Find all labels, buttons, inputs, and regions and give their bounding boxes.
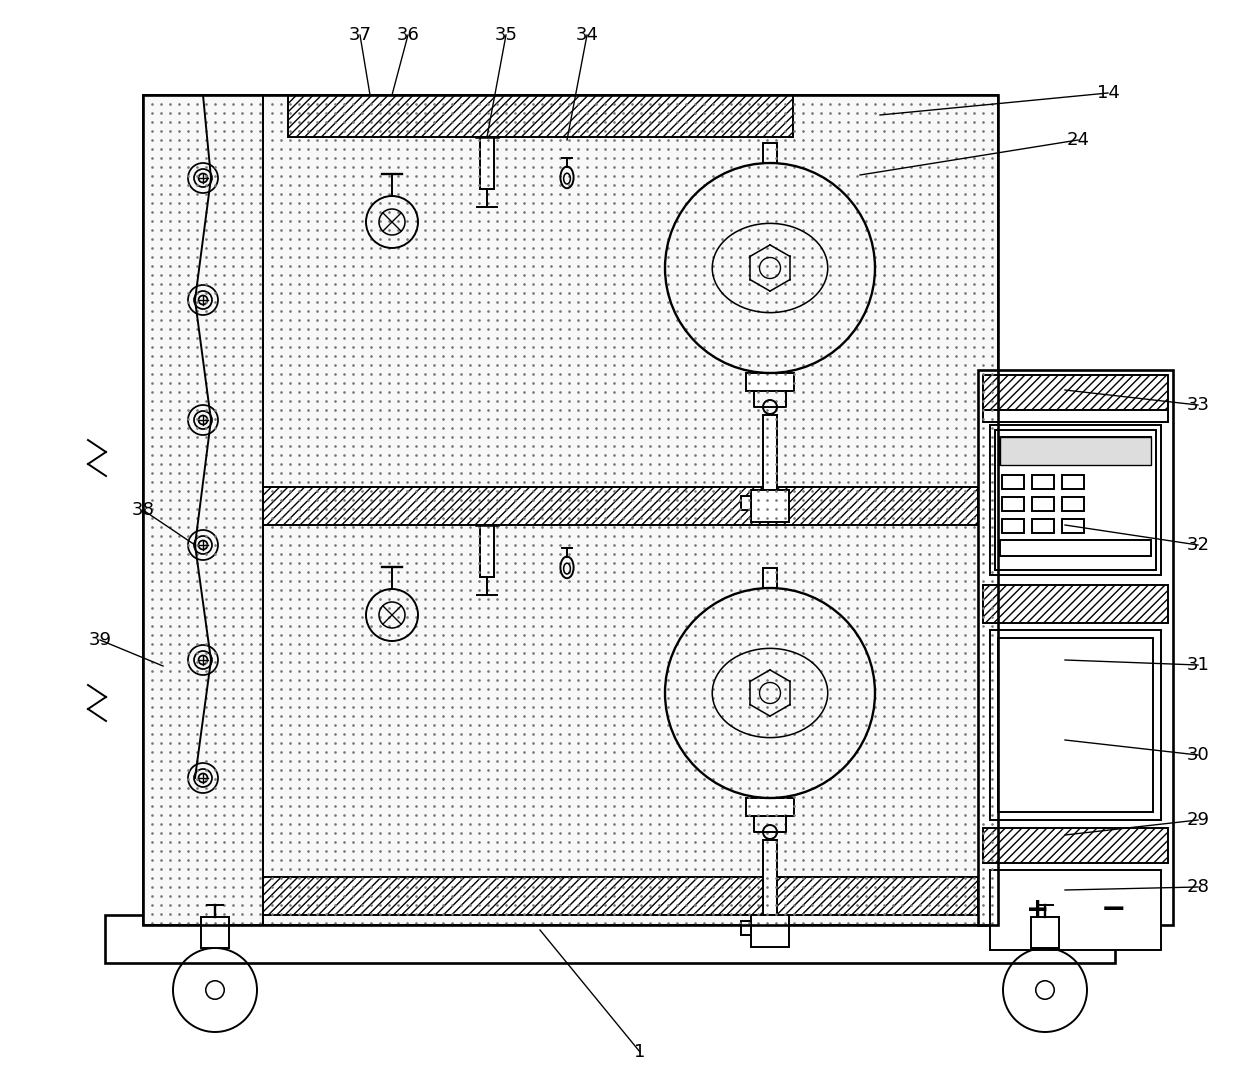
Text: 37: 37 (348, 26, 372, 44)
Polygon shape (288, 95, 794, 137)
Text: 33: 33 (1187, 396, 1209, 413)
Bar (1032, 916, 1059, 948)
Bar (143, 95, 998, 925)
Text: 32: 32 (1187, 536, 1209, 554)
Text: 14: 14 (1096, 84, 1120, 101)
Text: −: − (1100, 896, 1126, 924)
Bar (763, 143, 777, 163)
Polygon shape (263, 487, 978, 525)
Polygon shape (143, 95, 263, 925)
Bar (1032, 519, 1054, 533)
Bar (480, 137, 494, 189)
Bar (763, 840, 777, 915)
Bar (978, 370, 1173, 925)
Bar (1061, 497, 1084, 511)
Text: 35: 35 (495, 26, 517, 44)
Bar (999, 540, 1151, 556)
Bar (742, 496, 751, 509)
Polygon shape (983, 585, 1168, 623)
Text: 1: 1 (635, 1043, 646, 1062)
Text: 38: 38 (131, 501, 155, 519)
Bar (999, 437, 1151, 465)
Bar (480, 525, 494, 577)
Polygon shape (983, 828, 1168, 863)
Bar (998, 638, 1153, 812)
Bar (746, 373, 794, 391)
Text: +: + (1027, 896, 1049, 924)
Bar (990, 630, 1161, 820)
Text: 31: 31 (1187, 656, 1209, 674)
Text: 29: 29 (1187, 811, 1209, 829)
Polygon shape (263, 877, 978, 915)
Bar (1061, 475, 1084, 489)
Bar (983, 410, 1168, 422)
Text: 28: 28 (1187, 878, 1209, 896)
Bar (742, 921, 751, 935)
Text: 30: 30 (1187, 746, 1209, 764)
Bar (1061, 519, 1084, 533)
Bar (751, 490, 789, 521)
Bar (1032, 475, 1054, 489)
Bar (1002, 475, 1024, 489)
Bar (763, 568, 777, 588)
Bar (751, 915, 789, 947)
Bar (1002, 519, 1024, 533)
Polygon shape (263, 95, 998, 925)
Text: 24: 24 (1066, 131, 1090, 149)
Text: 36: 36 (397, 26, 419, 44)
Bar (746, 798, 794, 816)
Text: 34: 34 (575, 26, 599, 44)
Bar (999, 437, 1151, 465)
Bar (994, 430, 1156, 570)
Polygon shape (983, 375, 1168, 410)
Bar (990, 425, 1161, 575)
Text: 39: 39 (88, 631, 112, 649)
Bar (1002, 497, 1024, 511)
Bar (105, 915, 1115, 963)
Bar (1032, 497, 1054, 511)
Bar (763, 415, 777, 490)
Bar (990, 870, 1161, 950)
Bar (201, 916, 228, 948)
